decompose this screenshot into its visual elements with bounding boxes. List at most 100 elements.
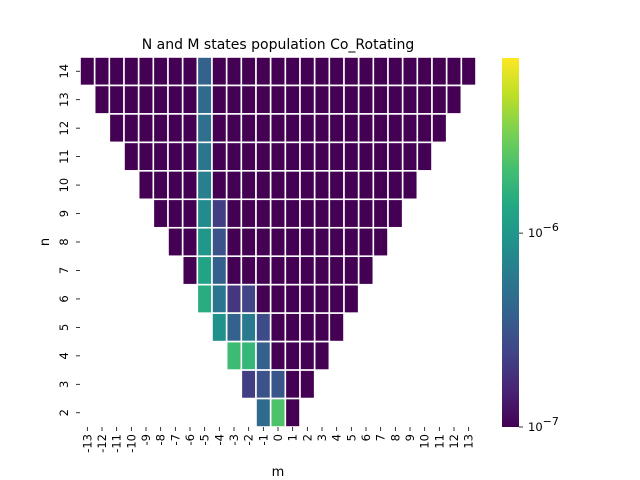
- heatmap-cell: [372, 56, 389, 87]
- heatmap-cell: [211, 170, 228, 201]
- heatmap-cell: [357, 84, 375, 115]
- heatmap-cell: [211, 255, 228, 286]
- heatmap-cell: [372, 226, 389, 258]
- heatmap-cell: [167, 198, 184, 229]
- heatmap-cell: [284, 113, 301, 144]
- colorbar-gradient: [502, 58, 519, 427]
- heatmap-cell: [137, 84, 155, 115]
- heatmap-cell: [269, 283, 287, 314]
- heatmap-cell: [313, 312, 331, 343]
- heatmap-cell: [255, 312, 272, 343]
- heatmap-cell: [181, 255, 199, 286]
- heatmap-cell: [343, 226, 360, 258]
- x-axis-label: m: [272, 465, 285, 480]
- heatmap-cell: [196, 141, 213, 172]
- y-tick-label: 8: [57, 238, 71, 245]
- heatmap-cell: [313, 113, 331, 144]
- heatmap-cell: [299, 283, 316, 314]
- heatmap-cell: [225, 198, 243, 229]
- x-tick-label: 13: [462, 434, 476, 449]
- x-tick-label: -12: [95, 434, 109, 453]
- heatmap-cell: [240, 113, 257, 144]
- heatmap-cell: [269, 56, 287, 87]
- heatmap-cell: [328, 56, 345, 87]
- heatmap-cell: [240, 84, 257, 115]
- heatmap-cell: [284, 56, 301, 87]
- heatmap-cell: [357, 141, 375, 172]
- heatmap-cell: [416, 141, 433, 172]
- heatmap-cell: [181, 113, 199, 144]
- heatmap-cell: [284, 283, 301, 314]
- heatmap-cell: [137, 170, 155, 201]
- heatmap-cell: [313, 198, 331, 229]
- heatmap-cell: [137, 141, 155, 172]
- heatmap-cell: [181, 226, 199, 258]
- heatmap-cell: [284, 340, 301, 371]
- heatmap-cell: [255, 226, 272, 258]
- heatmap-cell: [269, 113, 287, 144]
- heatmap-cell: [152, 113, 169, 144]
- heatmap-cell: [387, 141, 404, 172]
- y-tick-label: 12: [57, 121, 71, 136]
- heatmap-cell: [240, 369, 257, 400]
- heatmap-cell: [299, 113, 316, 144]
- heatmap-cell: [299, 198, 316, 229]
- heatmap-cell: [123, 56, 140, 87]
- heatmap-cell: [284, 397, 301, 428]
- heatmap-cell: [211, 226, 228, 258]
- heatmap-cell: [445, 56, 463, 87]
- x-tick-label: -11: [110, 434, 124, 453]
- heatmap-cell: [284, 170, 301, 201]
- heatmap-cell: [416, 84, 433, 115]
- heatmap-cell: [225, 56, 243, 87]
- x-tick-label: 2: [300, 434, 314, 441]
- heatmap-cell: [79, 56, 96, 87]
- heatmap-cell: [343, 56, 360, 87]
- heatmap-cell: [108, 113, 125, 144]
- heatmap-cell: [225, 226, 243, 258]
- y-tick-label: 5: [57, 324, 71, 331]
- heatmap-cell: [167, 226, 184, 258]
- x-tick-label: -1: [256, 434, 270, 445]
- x-tick-label: -7: [168, 434, 182, 445]
- heatmap-cell: [269, 397, 287, 428]
- y-tick-label: 7: [57, 267, 71, 274]
- heatmap-cell: [255, 141, 272, 172]
- heatmap-cell: [225, 113, 243, 144]
- y-tick-label: 11: [57, 149, 71, 164]
- heatmap-cell: [299, 141, 316, 172]
- x-tick-label: 5: [344, 434, 358, 441]
- heatmap-cell: [167, 113, 184, 144]
- heatmap-cell: [401, 84, 419, 115]
- y-tick-label: 2: [57, 409, 71, 416]
- chart-title: N and M states population Co_Rotating: [142, 37, 415, 53]
- heatmap-cell: [269, 312, 287, 343]
- heatmap-cell: [240, 198, 257, 229]
- heatmap-cell: [269, 170, 287, 201]
- heatmap-cell: [343, 283, 360, 314]
- y-tick-label: 10: [57, 178, 71, 193]
- x-tick-label: 3: [315, 434, 329, 441]
- y-tick-label: 14: [57, 64, 71, 79]
- heatmap-cell: [152, 84, 169, 115]
- x-tick-label: -4: [212, 434, 226, 445]
- heatmap-cell: [240, 226, 257, 258]
- heatmap-cell: [240, 255, 257, 286]
- x-tick-label: -13: [80, 434, 94, 453]
- heatmap-cell: [225, 84, 243, 115]
- heatmap-cell: [372, 170, 389, 201]
- x-tick-label: -8: [154, 434, 168, 445]
- heatmap-cell: [240, 312, 257, 343]
- x-tick-label: 6: [359, 434, 373, 441]
- heatmap-cell: [401, 141, 419, 172]
- heatmap-cell: [137, 113, 155, 144]
- heatmap-cell: [255, 170, 272, 201]
- heatmap-cell: [196, 255, 213, 286]
- heatmap-cell: [123, 113, 140, 144]
- heatmap-cell: [357, 255, 375, 286]
- heatmap-cell: [255, 340, 272, 371]
- heatmap-cell: [328, 113, 345, 144]
- heatmap-cell: [401, 170, 419, 201]
- x-tick-label: -10: [124, 434, 138, 453]
- heatmap-cell: [269, 198, 287, 229]
